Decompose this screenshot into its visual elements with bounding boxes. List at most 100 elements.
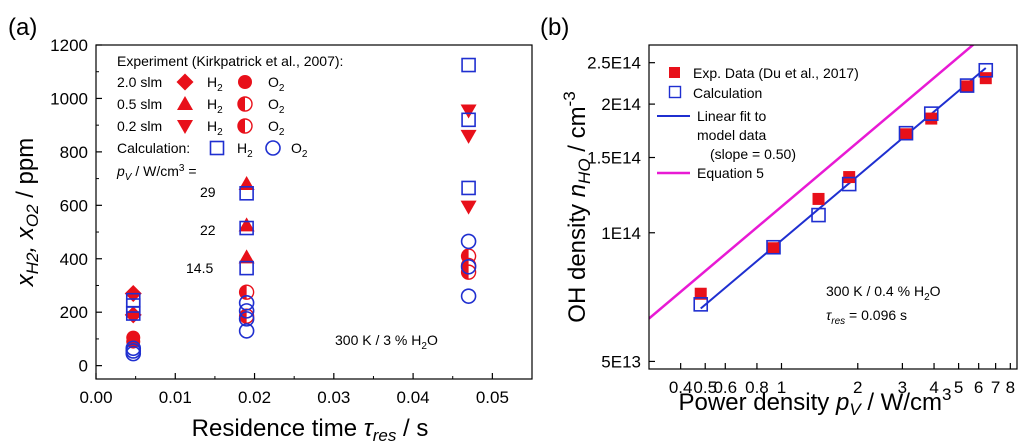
data-point-square-open (898, 125, 914, 141)
legend-o2-marker (237, 118, 253, 134)
panel-a-y-ticks: 0 200 400 600 800 1000 1200 (50, 36, 102, 376)
legend-exp-label: Exp. Data (Du et al., 2017) (693, 65, 859, 81)
panel-a-condition-annotation: 300 K / 3 % H2O (335, 332, 438, 352)
data-point-square-open (125, 298, 141, 313)
legend-o2-marker (237, 96, 253, 112)
x-tick-label: 0.4 (669, 378, 693, 397)
x-tick-label: 7 (991, 378, 1000, 397)
legend-row-flow: 0.5 slm (117, 96, 162, 112)
data-point-circle-open (460, 258, 477, 275)
legend-calc-o2-marker (265, 140, 281, 156)
x-tick-label: 0.05 (476, 388, 509, 407)
data-point-square-open (978, 62, 994, 78)
legend-row-flow: 0.2 slm (117, 118, 162, 134)
panel-a-legend: Experiment (Kirkpatrick et al., 2007): 2… (116, 53, 343, 183)
data-point-triangle-up (238, 249, 255, 264)
panel-a-legend-title: Experiment (Kirkpatrick et al., 2007): (117, 53, 343, 69)
legend-row-flow: 2.0 slm (117, 74, 162, 90)
x-tick-label: 6 (974, 378, 983, 397)
data-point-circle-open (238, 303, 255, 319)
pv-label-29: 29 (200, 184, 216, 200)
legend-h2-label: H2 (207, 74, 223, 94)
legend-calc-square-marker (668, 85, 682, 99)
x-tick-label: 0.6 (713, 378, 737, 397)
data-point-square-open (923, 106, 939, 121)
panel-a-x-ticks: 0.00 0.01 0.02 0.03 0.04 0.05 (79, 373, 509, 407)
legend-o2-label: O2 (268, 74, 285, 94)
legend-fit-label-line1: Linear fit to (697, 108, 766, 124)
panel-b-x-ticks: 0.4 0.50.6 0.8 1 2 3 4 5 6 7 8 (669, 363, 1015, 397)
legend-h2-marker (177, 96, 193, 110)
panel-b-label: (b) (540, 14, 569, 41)
data-point-circle-open (460, 288, 477, 304)
data-point-triangle-down (460, 129, 477, 144)
legend-exp-square-marker (669, 67, 680, 78)
legend-o2-label: O2 (291, 140, 308, 160)
legend-pv-label: pV / W/cm3 = (116, 163, 197, 183)
x-tick-label: 0.03 (317, 388, 350, 407)
data-point-square-open (693, 297, 709, 312)
x-tick-label: 4 (929, 378, 938, 397)
data-point-square-filled (812, 192, 825, 205)
legend-h2-label: H2 (207, 118, 223, 138)
y-tick-label: 800 (60, 143, 88, 162)
legend-fit-label-line3: (slope = 0.50) (710, 146, 796, 162)
legend-fit-label-line2: model data (697, 127, 766, 143)
y-tick-label: 600 (60, 196, 88, 215)
legend-calc-label: Calculation: (117, 140, 190, 156)
panel-b-y-axis-title: OH density nHO / cm-3 (560, 91, 594, 322)
y-tick-label: 1200 (50, 36, 88, 55)
legend-calc-h2-marker (209, 140, 225, 156)
legend-h2-marker (177, 120, 193, 134)
data-point-square-open (461, 57, 476, 73)
panel-b-marks (693, 62, 994, 312)
data-point-square-filled (694, 287, 707, 300)
pv-label-22: 22 (200, 222, 216, 238)
y-tick-label: 2.5E14 (587, 54, 641, 73)
y-tick-label: 5E13 (601, 352, 641, 371)
panel-b-condition-annotation: 300 K / 0.4 % H2O (826, 283, 941, 303)
y-tick-label: 1E14 (601, 224, 641, 243)
data-point-circle-open (238, 295, 255, 311)
x-tick-label: 5 (954, 378, 963, 397)
series-line-equation (649, 45, 975, 320)
y-tick-label: 200 (60, 303, 88, 322)
x-tick-label: 0.01 (159, 388, 192, 407)
legend-o2-marker (238, 75, 252, 89)
y-tick-label: 1000 (50, 89, 88, 108)
pv-label-14-5: 14.5 (186, 260, 213, 276)
y-tick-label: 0 (79, 357, 88, 376)
x-tick-label: 0.02 (238, 388, 271, 407)
data-point-square-open (841, 176, 857, 192)
x-tick-label: 1 (777, 378, 786, 397)
data-point-square-filled (767, 242, 780, 255)
data-point-square-open (239, 220, 254, 236)
x-tick-label: 0.00 (79, 388, 112, 407)
data-point-square-filled (900, 128, 912, 141)
panel-a: (a) 0.00 0.01 0.02 0.03 0.04 0.05 0 200 400 600 8… (8, 14, 533, 445)
x-tick-label: 8 (1006, 378, 1015, 397)
panel-a-y-axis-title: xH2, xO2 / ppm (12, 138, 42, 287)
data-point-triangle-down (460, 200, 477, 215)
panel-b-frame (648, 44, 1018, 370)
panel-b-x-axis-title: Power density pV / W/cm3 (679, 385, 952, 419)
panel-b-y-ticks: 5E13 1E14 1.5E14 2E14 2.5E14 (587, 54, 655, 371)
data-point-half-circle (238, 284, 255, 300)
data-point-square-open (125, 306, 141, 321)
data-point-square-open (239, 260, 254, 276)
data-point-circle-open (125, 345, 142, 362)
data-point-square-open (461, 180, 476, 196)
panel-b-residence-annotation: τres = 0.096 s (826, 307, 907, 327)
x-tick-label: 3 (898, 378, 907, 397)
data-point-square-filled (925, 112, 938, 125)
x-tick-label: 0.04 (397, 388, 430, 407)
data-point-half-circle (460, 264, 477, 280)
data-point-square-open (811, 207, 826, 223)
x-tick-label: 2 (853, 378, 862, 397)
data-point-square-filled (961, 80, 974, 93)
panel-a-x-axis-title: Residence time τres / s (192, 415, 429, 445)
legend-o2-label: O2 (268, 96, 285, 116)
data-point-square-open (461, 112, 476, 128)
panel-b-legend: Exp. Data (Du et al., 2017) Calculation … (657, 65, 859, 181)
x-tick-label: 0.5 (693, 378, 717, 397)
